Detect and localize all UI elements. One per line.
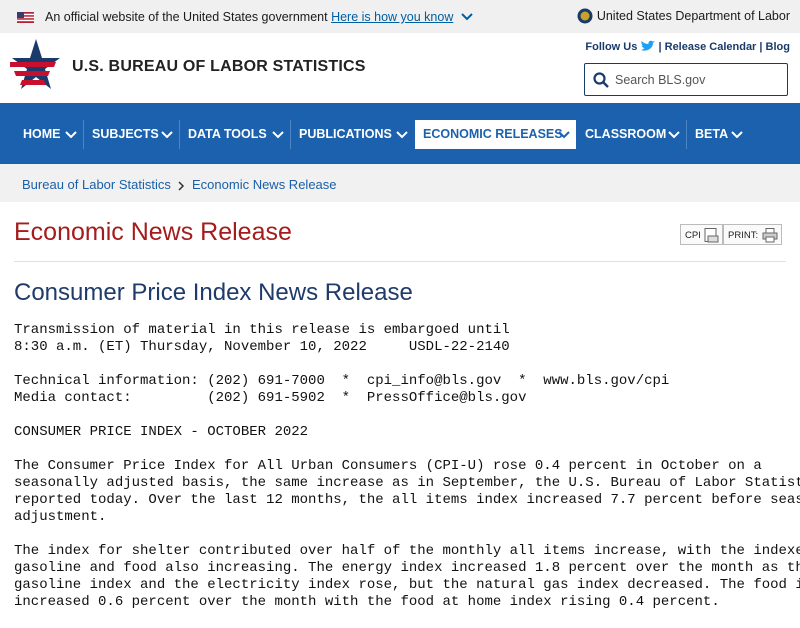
text-line: The index for shelter contributed over h…	[14, 543, 800, 559]
nav-label: ECONOMIC RELEASES	[423, 127, 563, 141]
nav-label: DATA TOOLS	[188, 127, 267, 141]
text-line: CONSUMER PRICE INDEX - OCTOBER 2022	[14, 424, 309, 440]
chevron	[461, 13, 473, 21]
nav-item[interactable]: PUBLICATIONS	[291, 120, 414, 149]
chevron-path	[731, 131, 743, 139]
pdf-icon	[704, 228, 719, 243]
text-line: Media contact: (202) 691-5902 * PressOff…	[14, 390, 527, 406]
nav-chevron	[272, 131, 284, 139]
cpi-button[interactable]: CPI	[680, 224, 723, 245]
release-title: Consumer Price Index News Release	[14, 279, 413, 306]
breadcrumb: Bureau of Labor Statistics Economic News…	[0, 164, 800, 202]
nav-item[interactable]: ECONOMIC RELEASES	[415, 120, 576, 149]
nav-chevron	[65, 131, 77, 139]
nav-chevron	[668, 131, 680, 139]
nav-separator	[686, 120, 687, 149]
how-you-know-link[interactable]: Here is how you know	[331, 10, 454, 24]
nav-label: SUBJECTS	[92, 127, 159, 141]
dept-link[interactable]: United States Department of Labor	[577, 8, 790, 24]
nav-item[interactable]: BETA	[687, 120, 749, 149]
paragraph: Technical information: (202) 691-7000 * …	[14, 373, 800, 407]
text-line: gasoline index and the electricity index…	[14, 577, 800, 593]
paragraph: The Consumer Price Index for All Urban C…	[14, 458, 800, 526]
bls-logo[interactable]	[8, 39, 60, 94]
dol-seal	[577, 8, 593, 24]
release-text: Transmission of material in this release…	[14, 322, 800, 628]
paragraph: Transmission of material in this release…	[14, 322, 800, 356]
nav-label: BETA	[695, 127, 729, 141]
twitter-icon[interactable]	[640, 40, 656, 52]
nav-item[interactable]: SUBJECTS	[84, 120, 179, 149]
paragraph: The index for shelter contributed over h…	[14, 543, 800, 611]
nav-chevron	[396, 131, 408, 139]
text-line: Transmission of material in this release…	[14, 322, 510, 338]
paragraph: CONSUMER PRICE INDEX - OCTOBER 2022	[14, 424, 800, 441]
follow-us: Follow Us	[585, 41, 638, 53]
crumb-chevron	[178, 181, 185, 191]
divider	[14, 261, 786, 262]
breadcrumb-link[interactable]: Bureau of Labor Statistics	[22, 177, 171, 192]
text-line: adjustment.	[14, 509, 107, 525]
gov-text: An official website of the United States…	[45, 10, 473, 24]
chevron-path	[668, 131, 680, 139]
chevron-path	[396, 131, 408, 139]
print-button[interactable]: PRINT:	[723, 224, 782, 245]
search-icon	[593, 72, 609, 88]
text-line: gasoline and food also increasing. The e…	[14, 560, 800, 576]
chevron-path	[558, 131, 570, 139]
utility-links: Follow Us | Release Calendar | Blog	[585, 40, 790, 53]
nav-separator	[179, 120, 180, 149]
text-line: Technical information: (202) 691-7000 * …	[14, 373, 670, 389]
text-line: The Consumer Price Index for All Urban C…	[14, 458, 762, 474]
header: U.S. BUREAU OF LABOR STATISTICS Follow U…	[0, 33, 800, 103]
dept-text: United States Department of Labor	[596, 9, 790, 23]
chevron-path	[272, 131, 284, 139]
brand-title[interactable]: U.S. BUREAU OF LABOR STATISTICS	[72, 58, 366, 75]
text-line: 8:30 a.m. (ET) Thursday, November 10, 20…	[14, 339, 510, 355]
nav-chevron	[161, 131, 173, 139]
nav-label: HOME	[23, 127, 61, 141]
nav-item[interactable]: HOME	[15, 120, 83, 149]
nav-label: PUBLICATIONS	[299, 127, 392, 141]
print-label: PRINT:	[728, 230, 759, 241]
gov-label: An official website of the United States…	[45, 10, 328, 24]
text-line: seasonally adjusted basis, the same incr…	[14, 475, 800, 491]
nav-separator	[83, 120, 84, 149]
nav-item[interactable]: DATA TOOLS	[180, 120, 290, 149]
search-box[interactable]: Search BLS.gov	[584, 63, 788, 96]
nav-label: CLASSROOM	[585, 127, 667, 141]
cpi-label: CPI	[685, 230, 701, 241]
chevron-path	[161, 131, 173, 139]
chevron-path	[65, 131, 77, 139]
text-line: increased 0.6 percent over the month wit…	[14, 594, 720, 610]
page-title: Economic News Release	[14, 218, 292, 246]
nav-chevron	[558, 131, 570, 139]
search-placeholder: Search BLS.gov	[615, 73, 706, 87]
page: {"gov_banner":{"text":"An official websi…	[0, 0, 800, 610]
nav-chevron	[731, 131, 743, 139]
flag-icon	[17, 12, 34, 23]
main-nav: HOME SUBJECTS DATA TOOLS PUBLICATIONS ECONOM…	[0, 103, 800, 164]
print-icon	[762, 228, 778, 243]
text-line: reported today. Over the last 12 months,…	[14, 492, 800, 508]
breadcrumb-current[interactable]: Economic News Release	[192, 177, 337, 192]
nav-separator	[290, 120, 291, 149]
gov-banner: An official website of the United States…	[0, 0, 800, 33]
blog-link[interactable]: Blog	[765, 41, 790, 53]
release-calendar-link[interactable]: Release Calendar	[664, 41, 757, 53]
nav-item[interactable]: CLASSROOM	[577, 120, 686, 149]
